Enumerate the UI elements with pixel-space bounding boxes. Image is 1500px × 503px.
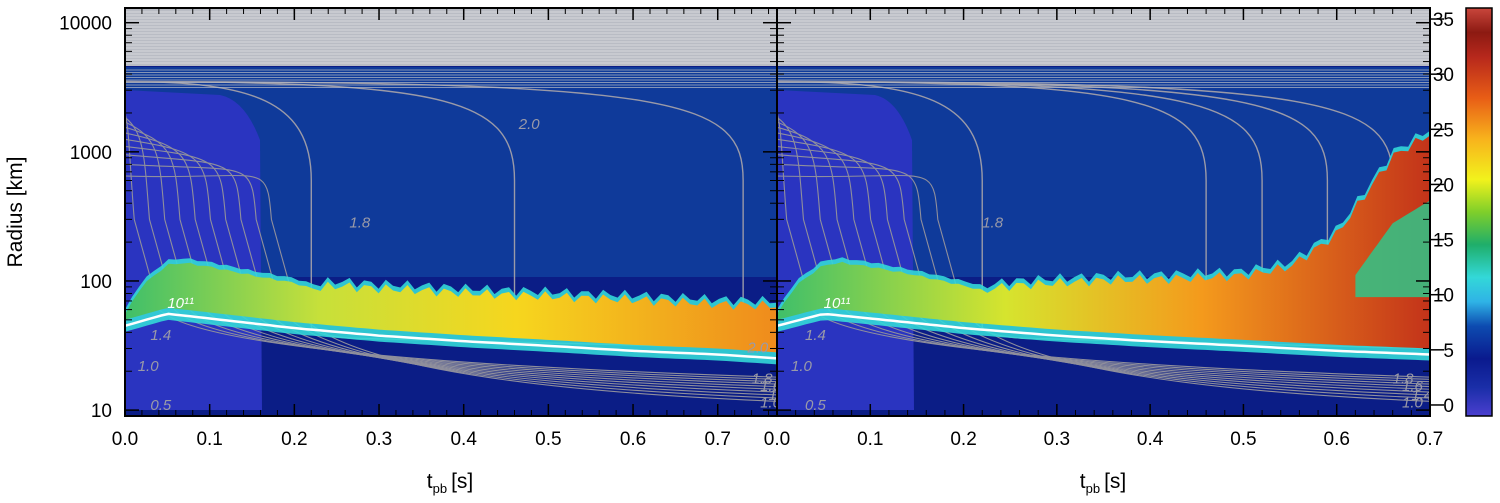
x-tick-label: 0.2 (950, 429, 976, 450)
green-core-region (1355, 200, 1430, 298)
contour-label: 0.5 (805, 397, 827, 414)
colorbar-tick-label: 30 (1433, 65, 1454, 86)
y-tick-label: 10000 (59, 14, 112, 35)
x-tick-label: 0.3 (1044, 429, 1070, 450)
contour-label: 10¹¹ (167, 295, 194, 312)
x-tick-label: 0.7 (705, 429, 731, 450)
x-tick-label: 0.0 (764, 429, 790, 450)
y-axis-label: Radius [km] (4, 157, 27, 268)
contour-line (777, 121, 1430, 383)
x-axis-right: 0.0 0.1 0.2 0.3 0.4 0.5 0.6 0.7 (764, 8, 1443, 450)
contour-label: 1.4 (150, 327, 171, 344)
colorbar-tick-label: 10 (1433, 286, 1454, 307)
contour-label: 1.6 (1402, 378, 1424, 395)
density-contour-white (777, 312, 1430, 356)
x-axis-label-left: tpb [s] (427, 470, 473, 496)
x-tick-label: 0.0 (112, 429, 138, 450)
contour-line (125, 132, 777, 388)
contour-line (777, 126, 1430, 385)
outer-hatch-lines (777, 11, 1430, 64)
x-tick-label: 0.4 (1137, 429, 1164, 450)
contour-label: 1.0 (138, 358, 160, 375)
x-tick-label: 0.5 (535, 429, 561, 450)
contour-line (125, 112, 777, 378)
colorbar-tick-label: 5 (1443, 341, 1454, 362)
contour-label: 1.0 (791, 358, 813, 375)
contour-line (777, 116, 1430, 380)
colorbar-tick-label: 20 (1433, 175, 1454, 196)
contour-line (777, 112, 1430, 378)
contour-label: 1.0 (1402, 394, 1424, 411)
contour-label: 1.0 (760, 394, 782, 411)
contour-label: 1.8 (752, 371, 774, 388)
colorbar-ticks: 0 5 10 15 20 25 30 35 (1430, 10, 1454, 417)
x-tick-label: 0.1 (857, 429, 883, 450)
panel-right-frame (776, 7, 1431, 417)
colorbar-tick-label: 15 (1433, 231, 1454, 252)
y-tick-label: 100 (80, 272, 112, 293)
y-axis-left: 10 100 1000 10000 (59, 14, 1430, 422)
contour-label: 1.8 (349, 214, 371, 231)
contour-label: 1.8 (982, 214, 1004, 231)
contour-label: 1.4 (1411, 387, 1432, 404)
x-tick-label: 0.1 (196, 429, 222, 450)
gain-region-band (125, 262, 777, 353)
density-contour-white (125, 312, 777, 360)
colorbar-tick-label: 25 (1433, 120, 1454, 141)
x-tick-label: 0.6 (620, 429, 646, 450)
x-tick-label: 0.5 (1230, 429, 1256, 450)
y-tick-label: 10 (91, 401, 112, 422)
contour-line (125, 121, 777, 383)
x-axis-left: 0.0 0.1 0.2 0.3 0.4 0.5 0.6 0.7 (112, 8, 770, 450)
contour-label: 2.0 (746, 339, 769, 356)
y-tick-label: 1000 (70, 143, 112, 164)
colorbar-tick-label: 35 (1433, 10, 1454, 31)
colorbar (1465, 7, 1493, 417)
contour-label: 1.4 (805, 327, 826, 344)
x-tick-label: 0.7 (1417, 429, 1443, 450)
contour-label: 0.5 (150, 397, 172, 414)
x-tick-label: 0.4 (450, 429, 477, 450)
contour-label: 1.6 (760, 378, 782, 395)
contour-line (125, 116, 777, 380)
gain-region-band (777, 135, 1430, 349)
contour-label: 2.0 (518, 116, 541, 133)
x-tick-label: 0.6 (1324, 429, 1350, 450)
contour-label: 1.8 (1393, 371, 1415, 388)
x-axis-label-right: tpb [s] (1080, 470, 1126, 496)
x-tick-label: 0.3 (366, 429, 392, 450)
contour-label: 1.4 (769, 387, 790, 404)
colorbar-tick-label: 0 (1443, 396, 1454, 417)
contour-line (125, 126, 777, 385)
contour-label: 10¹¹ (824, 295, 851, 312)
outer-hatch-lines (125, 11, 777, 64)
x-tick-label: 0.2 (281, 429, 307, 450)
